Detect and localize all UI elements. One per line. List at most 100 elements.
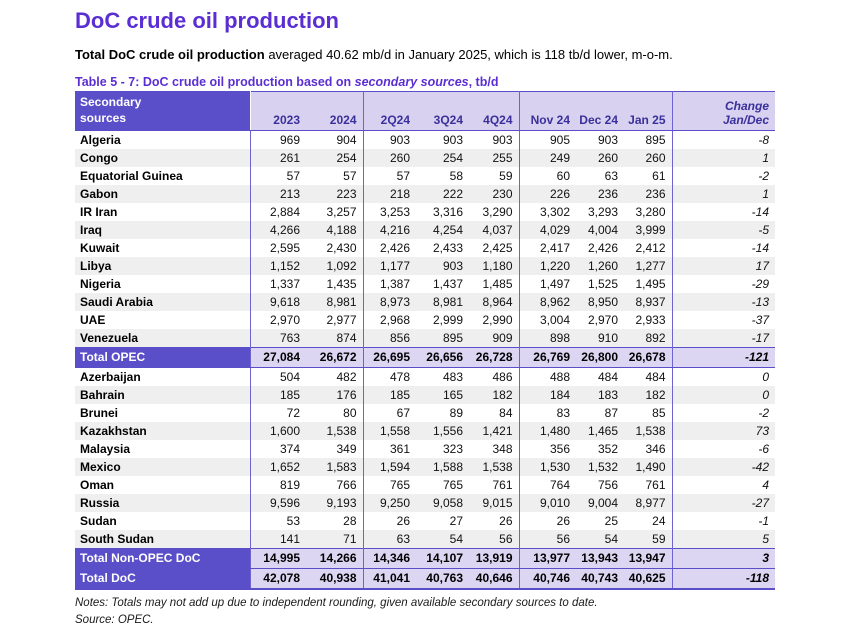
value-cell: 1,387 [379, 277, 410, 291]
value-cell: 1,594 [363, 458, 416, 476]
value-cell: 27 [449, 514, 463, 528]
table-row: Mexico 1,652 1,583 1,594 1,588 1,538 1,530 1,53… [75, 458, 775, 476]
change-cell: -13 [672, 293, 775, 311]
value-cell: 83 [556, 406, 570, 420]
value-cell: 2,430 [306, 239, 364, 257]
row-label: Gabon [75, 185, 251, 203]
change-cell: -118 [672, 568, 775, 590]
change-cell: 5 [672, 530, 775, 549]
row-label: Libya [75, 257, 251, 275]
value-cell: 874 [306, 329, 364, 348]
value-cell: 895 [624, 130, 673, 149]
value-cell: 26,728 [469, 347, 520, 368]
value-cell: 2,426 [379, 241, 410, 255]
value-cell: 8,981 [416, 293, 469, 311]
value-cell: 40,763 [416, 568, 469, 590]
row-label: Total DoC [75, 568, 251, 590]
table-row: Libya 1,152 1,092 1,177 903 1,180 1,220 1,260 1,… [75, 257, 775, 275]
change-cell: -2 [758, 406, 769, 420]
header-3q24: 3Q24 [416, 91, 469, 131]
value-cell: 8,962 [519, 293, 576, 311]
value-cell: 766 [306, 476, 364, 494]
row-label: Oman [75, 476, 251, 494]
value-cell: 1,497 [539, 277, 570, 291]
value-cell: 1,152 [250, 257, 306, 275]
table-row: Gabon 213 223 218 222 230 226 236 236 1 [75, 185, 775, 203]
value-cell: 58 [449, 169, 463, 183]
table-row: South Sudan 141 71 63 54 56 56 54 59 5 [75, 530, 775, 549]
table-row: IR Iran 2,884 3,257 3,253 3,316 3,290 3,302 3,2… [75, 203, 775, 221]
value-cell: 185 [250, 386, 306, 404]
value-cell: 3,253 [379, 205, 410, 219]
change-cell: -17 [672, 329, 775, 348]
value-cell: 895 [416, 329, 469, 348]
value-cell: 8,973 [363, 293, 416, 311]
value-cell: 1,485 [469, 275, 520, 293]
value-cell: 349 [306, 440, 364, 458]
value-cell: 13,977 [519, 548, 576, 569]
row-label: Nigeria [75, 275, 251, 293]
value-cell: 2,970 [269, 313, 300, 327]
value-cell: 9,618 [250, 293, 306, 311]
value-cell: 1,421 [469, 422, 520, 440]
row-label: Venezuela [75, 329, 251, 348]
change-cell: -37 [751, 313, 769, 327]
value-cell: 63 [604, 169, 618, 183]
table-row: Bahrain 185 176 185 165 182 184 183 182 0 [75, 386, 775, 404]
value-cell: 484 [597, 370, 618, 384]
value-cell: 756 [597, 478, 618, 492]
value-cell: 764 [549, 478, 570, 492]
value-cell: 3,257 [306, 203, 364, 221]
value-cell: 9,058 [416, 494, 469, 512]
value-cell: 1,177 [363, 257, 416, 275]
value-cell: 249 [519, 149, 576, 167]
value-cell: 260 [363, 149, 416, 167]
value-cell: 40,646 [469, 568, 520, 590]
value-cell: 182 [469, 386, 520, 404]
value-cell: 41,041 [363, 568, 416, 590]
change-cell: 4 [762, 478, 769, 492]
row-label: UAE [75, 311, 251, 329]
value-cell: 1,180 [469, 257, 520, 275]
summary-line: Total DoC crude oil production averaged … [75, 47, 850, 62]
value-cell: 26,769 [519, 347, 576, 368]
total-row: Total OPEC 27,084 26,672 26,695 26,656 26,728… [75, 347, 775, 368]
value-cell: 40,743 [576, 568, 624, 590]
value-cell: 182 [624, 386, 673, 404]
value-cell: 2,970 [587, 313, 618, 327]
row-label: Bahrain [75, 386, 251, 404]
table-row: UAE 2,970 2,977 2,968 2,999 2,990 3,004 2,970 2,… [75, 311, 775, 329]
value-cell: 8,981 [306, 293, 364, 311]
value-cell: 969 [279, 133, 300, 147]
header-2024: 2024 [306, 91, 364, 131]
header-change-line1: Change [724, 99, 769, 113]
summary-rest: averaged 40.62 mb/d in January 2025, whi… [264, 47, 673, 62]
change-cell: 0 [672, 386, 775, 404]
value-cell: 9,004 [576, 494, 624, 512]
value-cell: 1,490 [624, 458, 673, 476]
header-change-line2: Jan/Dec [722, 113, 769, 127]
value-cell: 185 [363, 386, 416, 404]
change-cell: -5 [672, 221, 775, 239]
value-cell: 8,964 [469, 293, 520, 311]
value-cell: 1,652 [250, 458, 306, 476]
value-cell: 87 [604, 406, 618, 420]
change-cell: 3 [672, 548, 775, 569]
value-cell: 356 [549, 442, 570, 456]
row-label: Sudan [75, 512, 251, 530]
header-dec24: Dec 24 [576, 91, 624, 131]
table-row: Malaysia 374 349 361 323 348 356 352 346 -6 [75, 440, 775, 458]
value-cell: 183 [576, 386, 624, 404]
value-cell: 9,193 [306, 494, 364, 512]
table-row: Azerbaijan 504 482 478 483 486 488 484 484 0 [75, 367, 775, 386]
value-cell: 1,558 [363, 422, 416, 440]
row-label: Equatorial Guinea [75, 167, 251, 185]
value-cell: 57 [286, 169, 300, 183]
value-cell: 348 [469, 440, 520, 458]
value-cell: 2,412 [624, 239, 673, 257]
value-cell: 4,254 [416, 221, 469, 239]
caption-suffix: , tb/d [468, 75, 499, 89]
value-cell: 59 [624, 530, 673, 549]
value-cell: 80 [306, 404, 364, 422]
